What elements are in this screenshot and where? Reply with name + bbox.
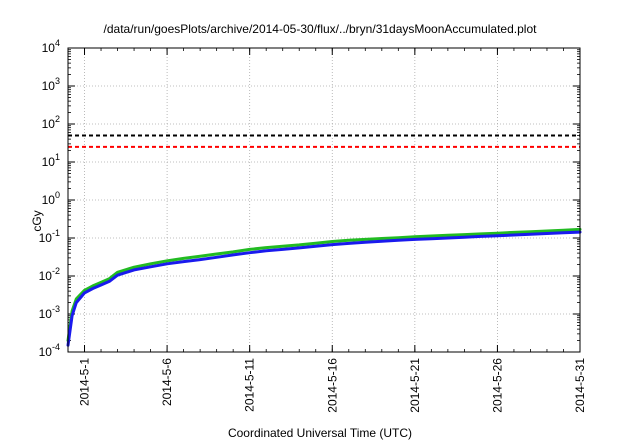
series-line-2 — [66, 230, 582, 347]
x-tick-label: 2014-5-6 — [160, 358, 174, 406]
y-tick-label: 102 — [42, 114, 60, 131]
x-tick-label: 2014-5-21 — [408, 358, 422, 413]
y-tick-label: 101 — [42, 152, 60, 169]
chart-title: /data/run/goesPlots/archive/2014-05-30/f… — [103, 22, 537, 36]
y-tick-label: 100 — [42, 190, 60, 207]
y-tick-label: 10-2 — [39, 266, 60, 283]
y-tick-label: 103 — [42, 76, 60, 93]
plot-frame — [67, 47, 581, 353]
y-tick-label: 10-4 — [39, 342, 60, 359]
x-tick-label: 2014-5-1 — [78, 358, 92, 406]
x-tick-label: 2014-5-26 — [490, 358, 504, 413]
series-line-1 — [66, 227, 582, 343]
x-tick-label: 2014-5-16 — [325, 358, 339, 413]
y-tick-label: 10-3 — [39, 304, 60, 321]
x-axis-label: Coordinated Universal Time (UTC) — [227, 426, 413, 440]
y-axis-label: cGy — [30, 210, 44, 232]
y-tick-label: 104 — [42, 38, 60, 55]
x-tick-label: 2014-5-31 — [573, 358, 587, 413]
x-tick-label: 2014-5-11 — [243, 358, 257, 412]
